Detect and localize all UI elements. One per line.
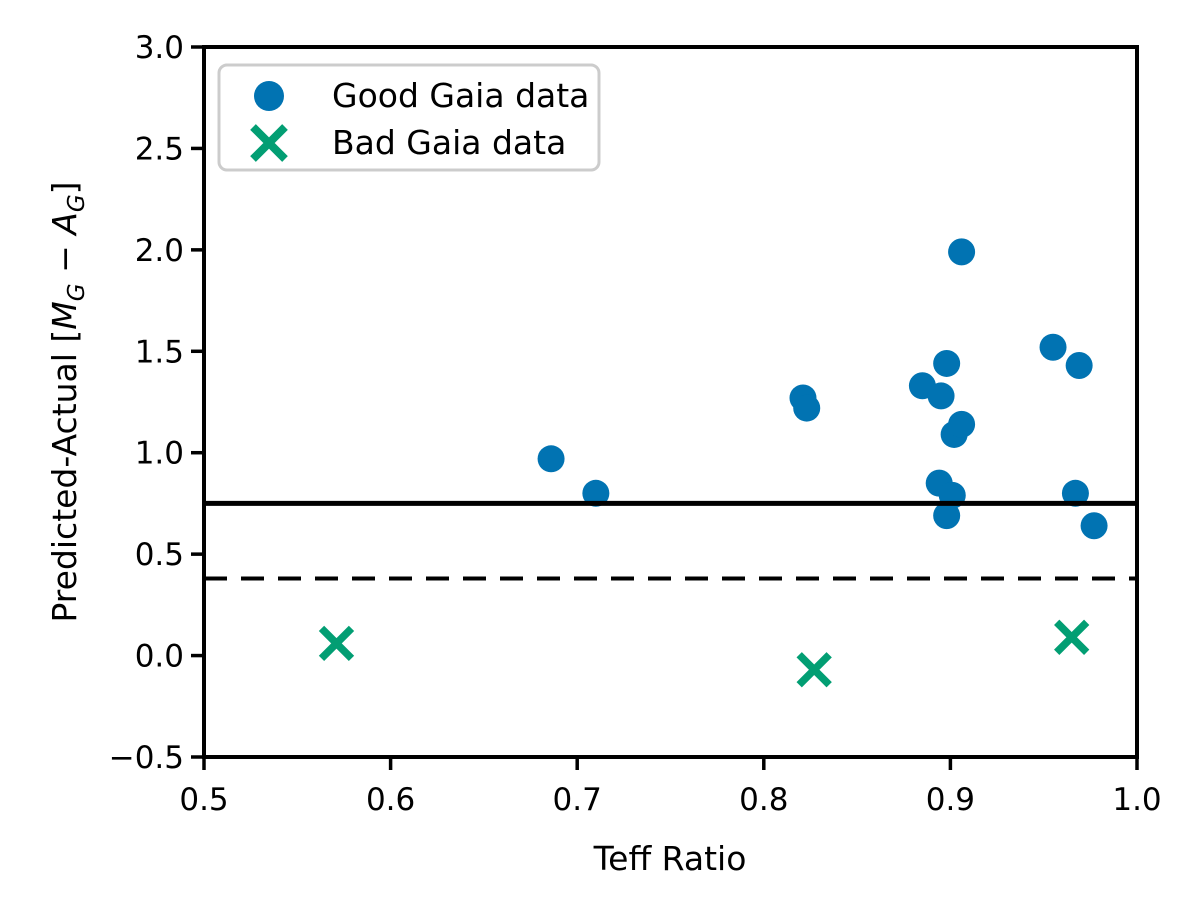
y-tick-label: 1.5: [135, 334, 184, 370]
scatter-point-good: [927, 382, 955, 410]
y-tick-label: 2.0: [135, 233, 184, 269]
scatter-point-bad: [796, 652, 832, 688]
axes-layer: 0.5 0.6 0.7 0.8 0.9 1.0 −0.5 0.0 0.5 1.0 1.5 2.0 2.5…: [109, 30, 1162, 818]
scatter-point-good: [948, 410, 976, 438]
legend-label: Good Gaia data: [332, 76, 589, 115]
scatter-point-good: [933, 502, 961, 530]
y-tick-label: 0.5: [135, 537, 184, 573]
scatter-point-good: [537, 445, 565, 473]
legend-marker-bad: [250, 124, 288, 162]
y-axis-label: Predicted-Actual [MG − AG]: [45, 181, 90, 622]
x-axis-label: Teff Ratio: [593, 839, 747, 878]
x-tick-label: 0.7: [553, 782, 602, 818]
y-tick-label: 3.0: [135, 30, 184, 66]
scatter-point-good: [582, 479, 610, 507]
reference-lines-layer: [204, 500, 1137, 581]
scatter-point-good: [793, 394, 821, 422]
scatter-point-bad: [1054, 619, 1090, 655]
scatter-point-bad: [318, 625, 355, 662]
legend-label: Bad Gaia data: [332, 123, 566, 162]
x-tick-label: 1.0: [1112, 782, 1161, 818]
y-tick-label: 2.5: [135, 131, 184, 167]
y-tick-label: −0.5: [109, 740, 184, 776]
scatter-point-good: [933, 349, 961, 377]
scatter-point-good: [1065, 351, 1093, 379]
scatter-point-good: [1080, 512, 1108, 540]
scatter-point-good: [1061, 479, 1089, 507]
plot-border: [202, 45, 1139, 759]
y-tick-label: 1.0: [135, 436, 184, 472]
x-tick-label: 0.8: [739, 782, 788, 818]
scatter-point-good: [1039, 333, 1067, 361]
x-tick-label: 0.9: [926, 782, 975, 818]
legend: Good Gaia data Bad Gaia data: [217, 63, 601, 172]
legend-box: [217, 63, 601, 172]
scatter-point-good: [948, 238, 976, 266]
scatter-layer: [318, 238, 1108, 688]
x-tick-label: 0.6: [366, 782, 415, 818]
legend-marker-good: [254, 81, 284, 111]
y-tick-label: 0.0: [135, 639, 184, 675]
x-tick-label: 0.5: [179, 782, 228, 818]
